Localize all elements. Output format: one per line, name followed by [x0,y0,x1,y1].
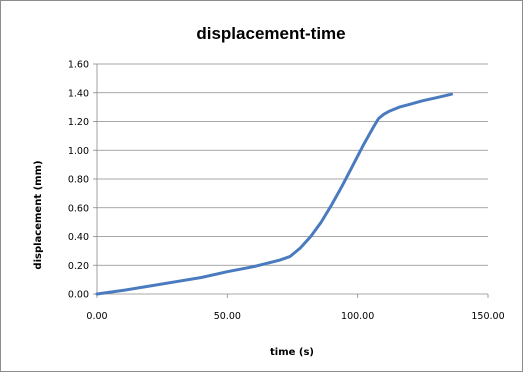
axes [93,63,489,298]
y-tick-label: 0.80 [68,175,89,186]
x-tick-label: 100.00 [341,311,374,322]
y-tick-label: 0.60 [68,203,89,214]
y-axis-title: displacement (mm) [33,160,44,269]
x-tick-label: 50.00 [214,311,241,322]
y-tick-label: 0.20 [68,261,89,272]
y-tick-label: 1.40 [68,88,89,99]
series-line [95,92,453,296]
x-tick-label: 0.00 [86,311,107,322]
chart-title: displacement-time [196,24,345,43]
x-tick-labels: 0.00 50.00 100.00 150.00 [86,311,504,322]
x-tick-label: 150.00 [471,311,504,322]
y-tick-label: 0.40 [68,232,89,243]
y-tick-label: 0.00 [68,290,89,301]
y-tick-labels: 0.00 0.20 0.40 0.60 0.80 1.00 1.20 1.40 1.60 [68,60,89,301]
y-tick-label: 1.00 [68,146,89,157]
y-tick-label: 1.60 [68,60,89,71]
series-layer [95,92,453,296]
y-tick-label: 1.20 [68,117,89,128]
x-axis-title: time (s) [270,347,314,358]
gridlines [97,63,488,266]
